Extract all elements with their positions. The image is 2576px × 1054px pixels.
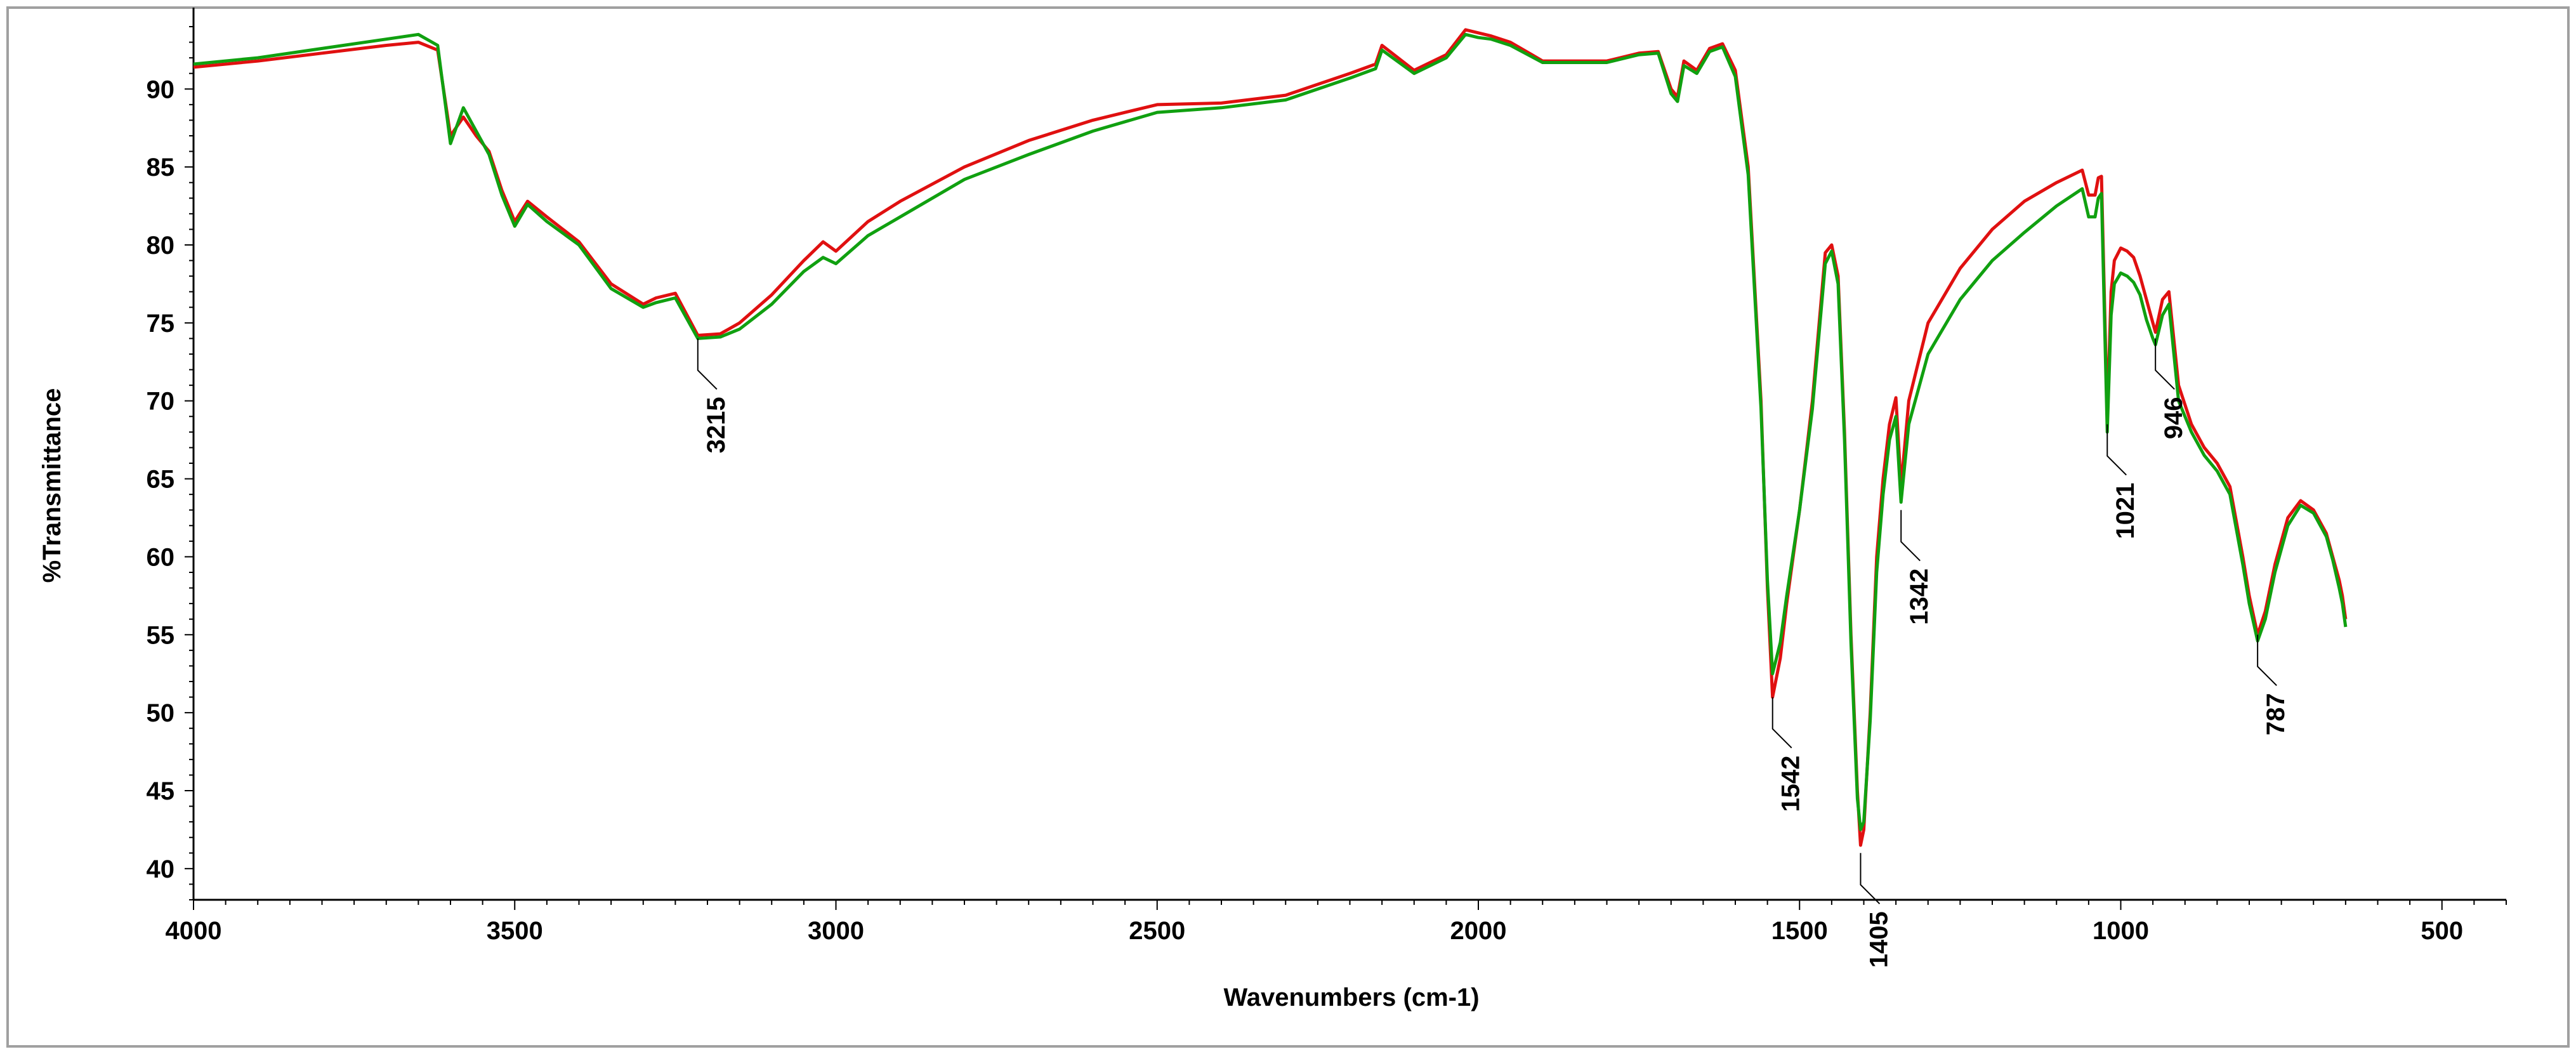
peak-leader-line [2155, 338, 2175, 390]
x-tick-label: 3500 [487, 917, 543, 945]
y-tick-label: 85 [147, 154, 175, 181]
x-tick-label: 4000 [166, 917, 222, 945]
peak-label: 946 [2160, 397, 2188, 439]
x-tick-label: 1500 [1771, 917, 1828, 945]
peak-annotation-1021: 1021 [2106, 424, 2139, 539]
y-tick-label: 50 [147, 699, 175, 727]
peak-annotations: 3215 1542 1405 1342 1021 946 787 [697, 338, 2290, 968]
peak-label: 3215 [702, 397, 730, 453]
peak-leader-line [1860, 853, 1881, 904]
x-tick-label: 500 [2421, 917, 2463, 945]
y-tick-label: 60 [147, 543, 175, 571]
peak-label: 787 [2262, 693, 2290, 735]
axes: 4000 3500 3000 2500 2000 1500 1000 500 40 45 50 55 6… [147, 8, 2507, 945]
y-axis-title: %Transmittance [38, 388, 66, 583]
y-tick-label: 55 [147, 621, 175, 649]
peak-label: 1342 [1905, 569, 1933, 625]
y-tick-label: 80 [147, 232, 175, 260]
y-tick-label: 40 [147, 855, 175, 883]
x-tick-label: 3000 [808, 917, 864, 945]
peak-annotation-946: 946 [2155, 338, 2188, 439]
peak-leader-line [2106, 424, 2127, 476]
peak-label: 1405 [1865, 911, 1893, 968]
peak-leader-line [1771, 697, 1792, 749]
x-tick-label: 2500 [1129, 917, 1185, 945]
peak-annotation-1542: 1542 [1771, 697, 1805, 812]
peak-label: 1542 [1777, 756, 1805, 812]
peak-leader-line [697, 338, 718, 390]
peak-annotation-1405: 1405 [1860, 853, 1893, 968]
spectrum-series-1 [193, 28, 2348, 847]
peak-annotation-1342: 1342 [1900, 510, 1933, 625]
y-tick-label: 45 [147, 777, 175, 805]
spectrum-series-2 [193, 32, 2348, 831]
x-axis-title: Wavenumbers (cm-1) [1223, 984, 1479, 1011]
peak-leader-line [1900, 510, 1921, 562]
peak-leader-line [2257, 635, 2277, 686]
y-tick-label: 65 [147, 466, 175, 494]
peak-label: 1021 [2112, 483, 2139, 539]
x-tick-label: 2000 [1450, 917, 1507, 945]
peak-annotation-3215: 3215 [697, 338, 730, 453]
y-tick-label: 90 [147, 76, 175, 103]
x-tick-label: 1000 [2093, 917, 2149, 945]
series-layer [193, 28, 2348, 847]
chart-frame [6, 6, 2570, 1048]
y-tick-label: 75 [147, 310, 175, 338]
peak-annotation-787: 787 [2257, 635, 2290, 735]
y-tick-label: 70 [147, 388, 175, 416]
